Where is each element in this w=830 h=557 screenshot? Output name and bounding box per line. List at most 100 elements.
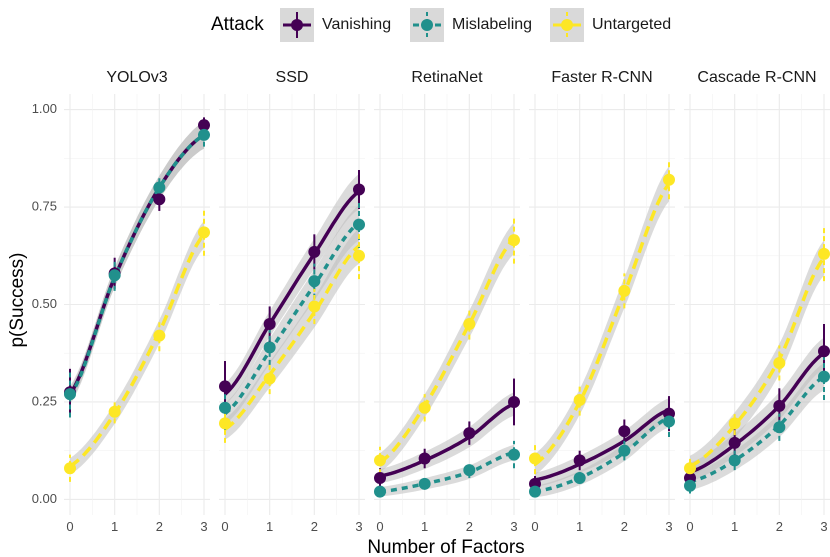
fit-line-untargeted	[689, 256, 826, 468]
data-point-vanishing	[198, 119, 210, 132]
data-point-mislabeling	[198, 128, 210, 141]
x-tick-label: 2	[776, 519, 783, 534]
confidence-band-untargeted	[690, 240, 824, 477]
data-point-untargeted	[463, 317, 476, 330]
x-tick-label: 0	[686, 519, 693, 534]
panel-faster-r-cnn: Faster R-CNN 0 1 2 3	[529, 69, 675, 534]
confidence-band-untargeted	[225, 228, 359, 440]
data-point-untargeted	[663, 173, 675, 186]
legend-label: Vanishing	[322, 16, 391, 33]
x-tick-label: 2	[466, 519, 473, 534]
data-point-untargeted	[108, 405, 121, 418]
data-point-mislabeling	[64, 388, 76, 401]
data-point-mislabeling	[463, 464, 476, 477]
legend-title: Attack	[211, 14, 264, 35]
confidence-band-untargeted	[380, 222, 514, 472]
legend-key-point	[421, 19, 433, 31]
x-tick-label: 2	[156, 519, 163, 534]
data-point-untargeted	[618, 284, 631, 297]
fit-line-mislabeling	[379, 450, 515, 494]
data-point-untargeted	[728, 417, 741, 430]
data-point-untargeted	[263, 372, 276, 385]
data-point-mislabeling	[773, 421, 786, 434]
confidence-band-vanishing	[535, 398, 669, 487]
data-point-vanishing	[308, 245, 321, 258]
data-point-vanishing	[353, 183, 365, 196]
x-tick-label: 1	[576, 519, 583, 534]
data-point-vanishing	[508, 395, 520, 408]
panel-retinanet: RetinaNet 0 1 2 3	[374, 69, 520, 534]
data-point-untargeted	[198, 226, 210, 239]
data-point-untargeted	[418, 401, 431, 414]
fit-line-vanishing	[534, 408, 670, 482]
confidence-band-vanishing	[380, 392, 514, 483]
data-point-mislabeling	[353, 218, 365, 231]
panel-title: RetinaNet	[411, 69, 483, 86]
data-point-mislabeling	[219, 401, 231, 414]
data-point-vanishing	[153, 193, 166, 206]
fit-line-untargeted	[69, 233, 206, 468]
legend-label: Untargeted	[592, 16, 671, 33]
confidence-band-mislabeling	[690, 363, 824, 491]
data-point-untargeted	[529, 452, 541, 465]
y-axis-title: p(Success)	[7, 252, 28, 347]
x-tick-label: 1	[111, 519, 118, 534]
panel-title: Cascade R-CNN	[697, 69, 816, 86]
x-tick-label: 3	[820, 519, 827, 534]
data-point-untargeted	[308, 300, 321, 313]
panel-cascade-r-cnn: Cascade R-CNN 0 1 2 3	[684, 69, 830, 534]
x-tick-label: 1	[266, 519, 273, 534]
data-point-untargeted	[508, 234, 520, 247]
fit-line-mislabeling	[534, 415, 670, 494]
data-point-vanishing	[263, 317, 276, 330]
fit-line-vanishing	[223, 190, 361, 396]
data-point-vanishing	[818, 345, 830, 358]
y-tick-label: 0.25	[32, 393, 57, 408]
x-tick-label: 3	[200, 519, 207, 534]
data-point-untargeted	[773, 356, 786, 369]
data-point-vanishing	[728, 436, 741, 449]
legend-key-point	[561, 19, 573, 31]
x-tick-label: 0	[376, 519, 383, 534]
data-point-mislabeling	[263, 341, 276, 354]
data-point-vanishing	[219, 380, 231, 393]
fit-line-untargeted	[223, 244, 361, 431]
x-tick-label: 1	[421, 519, 428, 534]
data-point-mislabeling	[374, 485, 386, 498]
fit-line-untargeted	[533, 182, 671, 466]
legend-entry-untargeted: Untargeted	[550, 8, 671, 42]
panel-yolov3: YOLOv3 0 1 2 3 0.00 0.25 0.50 0.75 1.00	[32, 69, 210, 534]
data-point-mislabeling	[308, 275, 321, 288]
fit-line-mislabeling	[223, 221, 361, 415]
panel-title: SSD	[276, 69, 309, 86]
panel-title: Faster R-CNN	[551, 69, 652, 86]
data-point-untargeted	[374, 454, 386, 467]
y-tick-label: 0.50	[32, 296, 57, 311]
legend: Attack Vanishing Mislabeling Untargeted	[211, 8, 671, 42]
data-point-mislabeling	[684, 479, 696, 492]
data-point-untargeted	[684, 462, 696, 475]
x-tick-label: 3	[355, 519, 362, 534]
data-point-mislabeling	[663, 415, 675, 428]
data-point-vanishing	[773, 399, 786, 412]
data-point-mislabeling	[573, 471, 586, 484]
data-point-mislabeling	[529, 485, 541, 498]
fit-line-mislabeling	[689, 375, 825, 484]
data-point-untargeted	[219, 417, 231, 430]
panel-title: YOLOv3	[106, 69, 167, 86]
x-tick-label: 0	[531, 519, 538, 534]
data-point-untargeted	[353, 249, 365, 262]
data-point-vanishing	[463, 427, 476, 440]
data-point-untargeted	[573, 394, 586, 407]
confidence-band-untargeted	[70, 220, 204, 475]
x-tick-label: 3	[510, 519, 517, 534]
y-tick-label: 1.00	[32, 101, 57, 116]
legend-label: Mislabeling	[452, 16, 532, 33]
data-point-mislabeling	[728, 454, 741, 467]
fit-line-vanishing	[379, 402, 515, 478]
legend-key-point	[291, 19, 303, 31]
y-tick-label: 0.75	[32, 198, 57, 213]
data-point-mislabeling	[818, 370, 830, 383]
data-point-mislabeling	[618, 444, 631, 457]
